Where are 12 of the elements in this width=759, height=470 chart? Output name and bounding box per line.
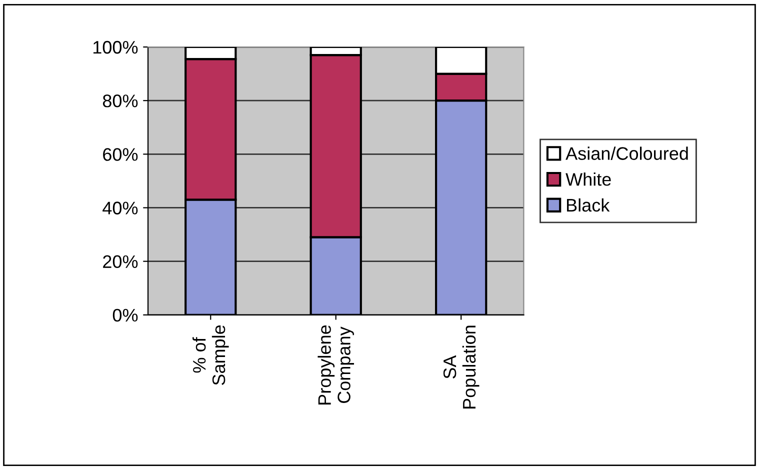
y-tick-label: 0% bbox=[112, 308, 138, 322]
y-tick-label: 80% bbox=[102, 94, 138, 108]
x-tick-label: SA Population bbox=[443, 326, 480, 408]
y-tick-label: 20% bbox=[103, 255, 138, 268]
x-tick-label: Propylene Company bbox=[318, 325, 354, 404]
x-tick-label: % of Sample bbox=[192, 325, 229, 386]
y-tick-label: 40% bbox=[102, 202, 138, 214]
legend-label: White bbox=[566, 172, 611, 186]
legend-label: Black bbox=[567, 198, 610, 212]
y-tick-label: 100% bbox=[93, 40, 138, 54]
y-tick-label: 60% bbox=[103, 148, 138, 161]
legend-label: Asian/Coloured bbox=[566, 146, 688, 160]
